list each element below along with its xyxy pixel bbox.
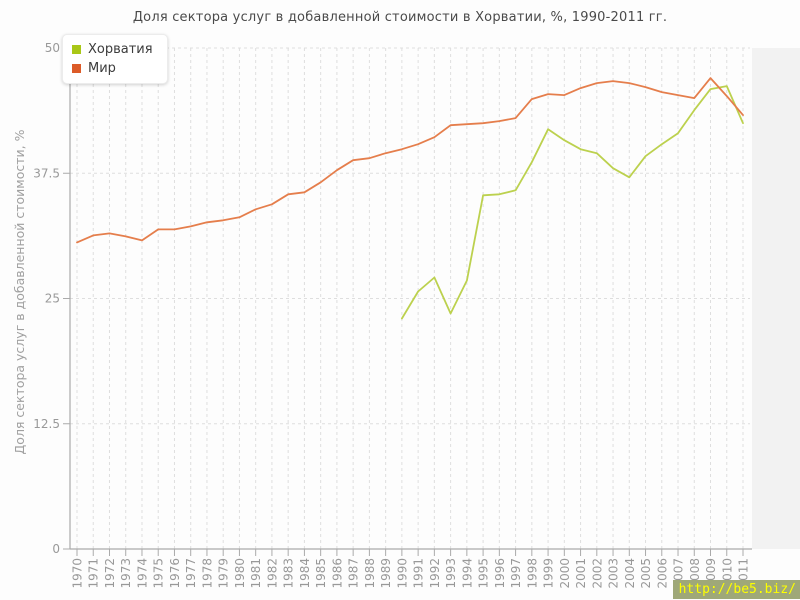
x-tick-label: 1981	[249, 558, 263, 589]
x-tick-label: 1986	[330, 558, 344, 589]
watermark-link[interactable]: http://be5.biz/	[672, 580, 800, 599]
x-tick-label: 1990	[395, 558, 409, 589]
x-tick-label: 1974	[135, 558, 149, 589]
y-tick-label: 12.5	[33, 417, 60, 431]
legend-label-world: Мир	[88, 61, 116, 76]
x-tick-label: 2003	[607, 558, 621, 589]
legend-item-croatia: Хорватия	[72, 40, 153, 59]
right-margin-strip	[752, 48, 800, 549]
x-tick-label: 1982	[265, 558, 279, 589]
x-tick-label: 1978	[200, 558, 214, 589]
x-tick-label: 1991	[412, 558, 426, 589]
legend-swatch-croatia-icon	[72, 45, 81, 54]
legend-swatch-world-icon	[72, 64, 81, 73]
x-tick-label: 2006	[655, 558, 669, 589]
y-tick-label: 37.5	[33, 166, 60, 180]
y-axis-title: Доля сектора услуг в добавленной стоимос…	[12, 129, 27, 454]
x-tick-label: 1992	[428, 558, 442, 589]
x-tick-label: 1993	[444, 558, 458, 589]
x-tick-label: 2000	[558, 558, 572, 589]
x-tick-label: 1979	[217, 558, 231, 589]
x-tick-label: 1973	[119, 558, 133, 589]
x-tick-label: 1996	[493, 558, 507, 589]
x-tick-label: 1998	[525, 558, 539, 589]
y-tick-label: 50	[45, 41, 60, 55]
x-tick-label: 2005	[639, 558, 653, 589]
x-tick-label: 1988	[363, 558, 377, 589]
x-tick-label: 2001	[574, 558, 588, 589]
x-tick-label: 1987	[347, 558, 361, 589]
series-line-croatia	[400, 85, 744, 320]
x-tick-label: 1994	[460, 558, 474, 589]
x-tick-label: 1999	[542, 558, 556, 589]
x-tick-label: 1977	[184, 558, 198, 589]
chart-title: Доля сектора услуг в добавленной стоимос…	[132, 10, 668, 25]
x-tick-label: 1985	[314, 558, 328, 589]
x-tick-label: 1971	[87, 558, 101, 589]
x-tick-label: 1976	[168, 558, 182, 589]
legend: Хорватия Мир	[62, 34, 168, 84]
x-tick-label: 1997	[509, 558, 523, 589]
x-tick-label: 1972	[103, 558, 117, 589]
y-tick-label: 25	[45, 292, 60, 306]
y-tick-label: 0	[52, 542, 60, 556]
x-tick-label: 1984	[298, 558, 312, 589]
x-tick-label: 1980	[233, 558, 247, 589]
x-tick-label: 2002	[590, 558, 604, 589]
legend-item-world: Мир	[72, 59, 153, 78]
x-tick-label: 1975	[152, 558, 166, 589]
x-tick-label: 1970	[71, 558, 85, 589]
legend-label-croatia: Хорватия	[88, 42, 153, 57]
x-tick-label: 2004	[623, 558, 637, 589]
series-line-world	[76, 77, 744, 244]
x-tick-label: 1989	[379, 558, 393, 589]
x-tick-label: 1995	[477, 558, 491, 589]
x-tick-label: 1983	[282, 558, 296, 589]
